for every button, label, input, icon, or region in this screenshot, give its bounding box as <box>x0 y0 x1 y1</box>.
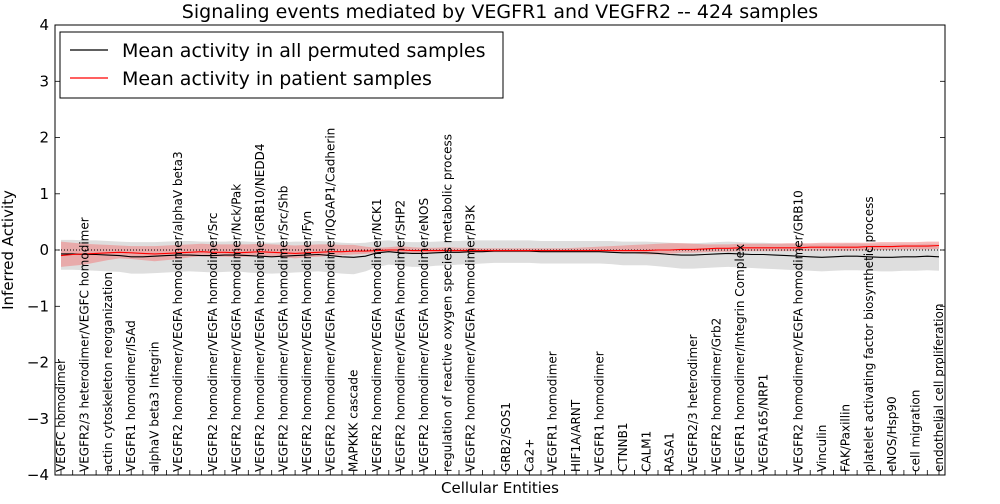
entity-label: Ca2+ <box>522 439 536 472</box>
y-tick-label: 1 <box>39 185 49 203</box>
y-tick-label: −2 <box>27 354 49 372</box>
entity-label: VEGFR2 homodimer/VEGFA homodimer/GRB10 <box>792 190 806 472</box>
entity-labels: VEGFC homodimer VEGFR2/3 heterodimer/VEGF… <box>54 128 946 472</box>
entity-label: actin cytoskeleton reorganization <box>101 272 115 472</box>
x-axis-label: Cellular Entities <box>441 479 559 497</box>
entity-label: VEGFR2 homodimer/VEGFA homodimer/Nck/Pak <box>230 184 244 472</box>
entity-label: VEGFR2 homodimer/VEGFA homodimer/eNOS <box>417 198 431 472</box>
entity-label: VEGFR2 homodimer/VEGFA homodimer/GRB10/N… <box>253 143 267 472</box>
plot-frame <box>54 24 946 476</box>
y-tick-label: 4 <box>39 16 49 34</box>
entity-label: HIF1A/ARNT <box>569 399 583 472</box>
y-tick-label: 3 <box>39 72 49 90</box>
entity-label: VEGFR2 homodimer/VEGFA homodimer/Src/Shb <box>276 186 290 472</box>
x-ticks <box>60 470 940 475</box>
entity-label: FAK/Paxillin <box>838 404 852 472</box>
entity-label: VEGFR2 homodimer/VEGFA homodimer/alphaV … <box>171 151 185 472</box>
y-ticks: −4 −3 −2 −1 0 1 2 3 4 <box>27 16 945 484</box>
entity-label: platelet activating factor biosynthetic … <box>862 196 876 472</box>
entity-label: VEGFC homodimer <box>54 359 68 472</box>
entity-label: VEGFR2 homodimer/VEGFA homodimer/NCK1 <box>370 198 384 472</box>
entity-label: CALM1 <box>639 431 653 472</box>
entity-label: GRB2/SOS1 <box>499 402 513 472</box>
entity-label: VEGFR2 homodimer/VEGFA homodimer/Fyn <box>300 211 314 472</box>
entity-label: RASA1 <box>663 432 677 472</box>
entity-label: VEGFR2 homodimer/VEGFA homodimer/SHP2 <box>394 200 408 472</box>
entity-label: VEGFR1 homodimer <box>593 351 607 472</box>
entity-label: VEGFR1 homodimer/ISAd <box>124 320 138 472</box>
entity-label: cell migration <box>909 390 923 472</box>
entity-label: VEGFR2 homodimer/VEGFA homodimer/PI3K <box>464 204 478 472</box>
y-tick-label: 0 <box>39 241 49 259</box>
legend-label-permuted: Mean activity in all permuted samples <box>122 40 485 62</box>
entity-label: eNOS/Hsp90 <box>885 396 899 472</box>
entity-label: MAPKKK cascade <box>347 370 361 472</box>
chart-title: Signaling events mediated by VEGFR1 and … <box>182 1 818 23</box>
entity-label: VEGFR1 homodimer/Integrin Complex <box>733 244 747 472</box>
legend-label-patient: Mean activity in patient samples <box>122 68 432 90</box>
entity-label: VEGFR2/3 heterodimer/VEGFC homodimer <box>77 217 91 472</box>
entity-label: endothelial cell proliferation <box>932 304 946 472</box>
entity-label: VEGFR2 homodimer/VEGFA homodimer/IQGAP1/… <box>323 128 337 472</box>
legend-box <box>59 31 504 99</box>
series-lines <box>60 244 940 258</box>
entity-label: VEGFA165/NRP1 <box>756 374 770 472</box>
entity-label: VEGFR2 homodimer/VEGFA homodimer/Src <box>206 212 220 472</box>
entity-label: VEGFR2/3 heterodimer <box>686 334 700 472</box>
entity-label: alphaV beta3 Integrin <box>148 341 162 472</box>
y-tick-label: −4 <box>27 466 49 484</box>
y-tick-label: −1 <box>27 297 49 315</box>
line-patient <box>60 244 940 257</box>
y-tick-label: −3 <box>27 410 49 428</box>
entity-label: regulation of reactive oxygen species me… <box>440 134 454 472</box>
legend: Mean activity in all permuted samples Me… <box>59 31 504 99</box>
entity-label: VEGFR2 homodimer/Grb2 <box>710 318 724 472</box>
entity-label: VEGFR1 homodimer <box>546 351 560 472</box>
y-tick-label: 2 <box>39 129 49 147</box>
entity-label: CTNNB1 <box>616 422 630 472</box>
entity-label: Vinculin <box>815 425 829 472</box>
y-axis-label: Inferred Activity <box>0 190 17 310</box>
